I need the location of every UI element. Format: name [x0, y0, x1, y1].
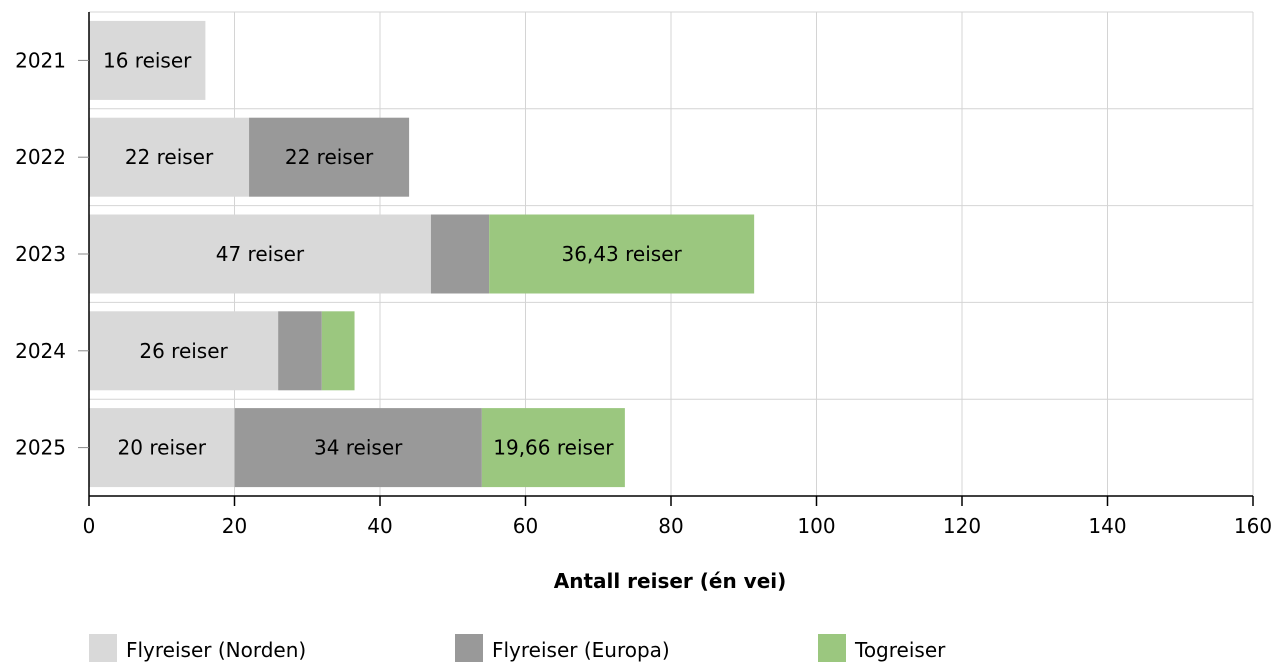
legend: Flyreiser (Norden) Flyreiser (Europa) Togr…: [89, 634, 946, 662]
y-tick-label: 2025: [15, 436, 66, 460]
legend-swatch: [89, 634, 117, 662]
x-tick-label: 20: [222, 514, 247, 538]
y-tick-label: 2024: [15, 339, 66, 363]
y-tick-label: 2023: [15, 242, 66, 266]
x-tick-label: 60: [513, 514, 538, 538]
bar-data-label: 26 reiser: [139, 339, 228, 363]
bar-data-label: 34 reiser: [314, 436, 403, 460]
bar-segment: [481, 408, 625, 488]
bar-segment: [489, 214, 755, 294]
bar-segment: [89, 20, 206, 100]
x-axis-title: Antall reiser (én vei): [554, 569, 787, 593]
bar-segment: [234, 408, 482, 488]
legend-swatch: [818, 634, 846, 662]
bar-data-label: 47 reiser: [216, 242, 305, 266]
legend-label: Flyreiser (Norden): [126, 638, 306, 662]
axes-layer: 0 20 40 60 80 100 120 140 160 2021 2022 2023 2024 202…: [15, 12, 1272, 538]
legend-label: Togreiser: [854, 638, 946, 662]
legend-swatch: [455, 634, 483, 662]
bar-segment: [89, 408, 235, 488]
x-tick-label: 40: [367, 514, 392, 538]
bar-segment: [278, 311, 322, 391]
x-tick-label: 0: [83, 514, 96, 538]
bar-segment: [430, 214, 490, 294]
bar-data-label: 20 reiser: [118, 436, 207, 460]
bar-data-label: 36,43 reiser: [562, 242, 683, 266]
y-tick-label: 2022: [15, 145, 66, 169]
bar-data-label: 16 reiser: [103, 48, 192, 72]
bar-data-label: 22 reiser: [125, 145, 214, 169]
bar-data-label: 22 reiser: [285, 145, 374, 169]
bar-segment: [89, 311, 279, 391]
legend-label: Flyreiser (Europa): [492, 638, 670, 662]
bar-segment: [249, 117, 410, 197]
grid-layer: [89, 11, 1254, 496]
bar-segment: [321, 311, 355, 391]
x-tick-label: 140: [1088, 514, 1126, 538]
x-tick-label: 160: [1234, 514, 1272, 538]
x-tick-label: 120: [943, 514, 981, 538]
bar-segment: [89, 117, 250, 197]
y-tick-label: 2021: [15, 48, 66, 72]
bars-layer: 16 reiser 22 reiser 22 reiser 47 reiser 36,4…: [89, 20, 755, 488]
x-tick-label: 80: [658, 514, 683, 538]
bar-segment: [89, 214, 431, 294]
x-tick-label: 100: [797, 514, 835, 538]
bar-data-label: 19,66 reiser: [493, 436, 614, 460]
